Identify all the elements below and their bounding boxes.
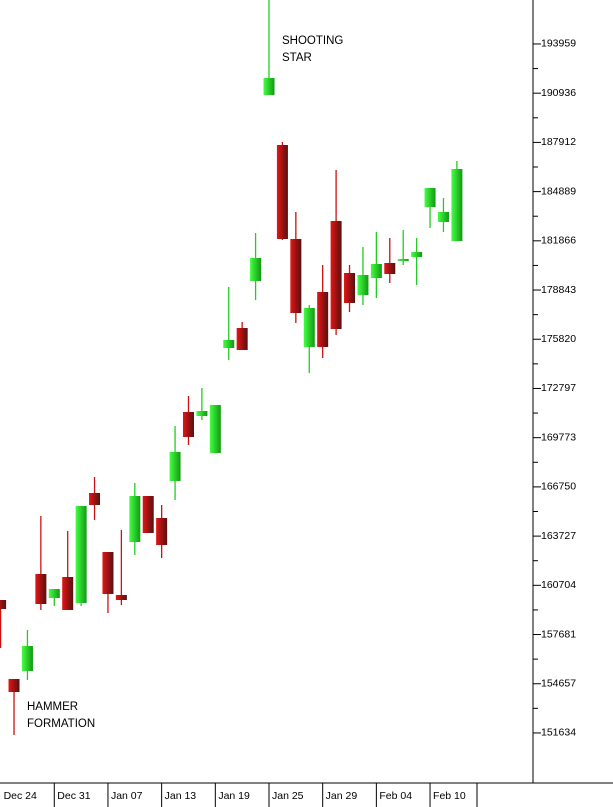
candle-body: [263, 78, 275, 96]
candle-body: [236, 327, 248, 351]
y-tick-label: 157681: [541, 628, 576, 640]
y-tick-label: 151634: [541, 727, 576, 739]
x-tick-label: Jan 19: [218, 790, 250, 802]
x-tick-label: Dec 24: [4, 790, 37, 802]
candle-body: [196, 411, 208, 416]
y-tick-label: 193959: [541, 38, 576, 50]
x-tick-label: Feb 04: [379, 790, 412, 802]
candle-body: [156, 518, 168, 545]
annotation: STAR: [282, 52, 312, 64]
plot-area: [0, 0, 463, 735]
candle-body: [142, 495, 154, 533]
x-tick-label: Jan 13: [165, 790, 197, 802]
candle-body: [451, 169, 463, 242]
x-tick-label: Dec 31: [57, 790, 90, 802]
y-tick-label: 172797: [541, 382, 576, 394]
y-tick-label: 184889: [541, 185, 576, 197]
candle-body: [370, 264, 382, 279]
candle-body: [424, 188, 436, 207]
candle-body: [357, 274, 369, 296]
candle-body: [182, 411, 194, 437]
candle-body: [35, 573, 47, 605]
candle-body: [223, 339, 235, 349]
candle-body: [102, 551, 114, 594]
candle-body: [330, 220, 342, 329]
y-tick-label: 181866: [541, 235, 576, 247]
candle-body: [129, 495, 141, 542]
candle-body: [411, 251, 423, 258]
annotation: SHOOTING: [282, 35, 343, 47]
candle-body: [344, 272, 356, 303]
candle-body: [290, 239, 302, 314]
candle-body: [276, 144, 288, 240]
y-tick-label: 187912: [541, 136, 576, 148]
candle-body: [169, 451, 181, 481]
y-tick-label: 163727: [541, 530, 576, 542]
candle-body: [8, 678, 20, 693]
y-tick-label: 166750: [541, 481, 576, 493]
candle-body: [384, 262, 396, 275]
candle-body: [303, 307, 315, 347]
x-tick-label: Feb 10: [433, 790, 466, 802]
x-tick-label: Jan 07: [111, 790, 143, 802]
candle-body: [0, 599, 7, 609]
candle-body: [250, 257, 262, 282]
candle-body: [48, 588, 60, 598]
candle-body: [21, 645, 33, 672]
candle-body: [209, 404, 221, 454]
candle-body: [75, 506, 87, 603]
y-tick-label: 154657: [541, 678, 576, 690]
candle-body: [397, 258, 409, 261]
x-tick-label: Jan 29: [326, 790, 358, 802]
x-tick-label: Jan 25: [272, 790, 304, 802]
annotation: HAMMER: [27, 701, 78, 713]
candle-body: [115, 594, 127, 600]
y-tick-label: 160704: [541, 579, 576, 591]
annotation: FORMATION: [27, 718, 95, 730]
candle-body: [437, 211, 449, 222]
y-tick-label: 190936: [541, 87, 576, 99]
candle-body: [62, 576, 74, 610]
y-tick-label: 178843: [541, 284, 576, 296]
y-tick-label: 175820: [541, 333, 576, 345]
candle-body: [317, 292, 329, 347]
y-tick-label: 169773: [541, 431, 576, 443]
candle-body: [89, 492, 101, 505]
